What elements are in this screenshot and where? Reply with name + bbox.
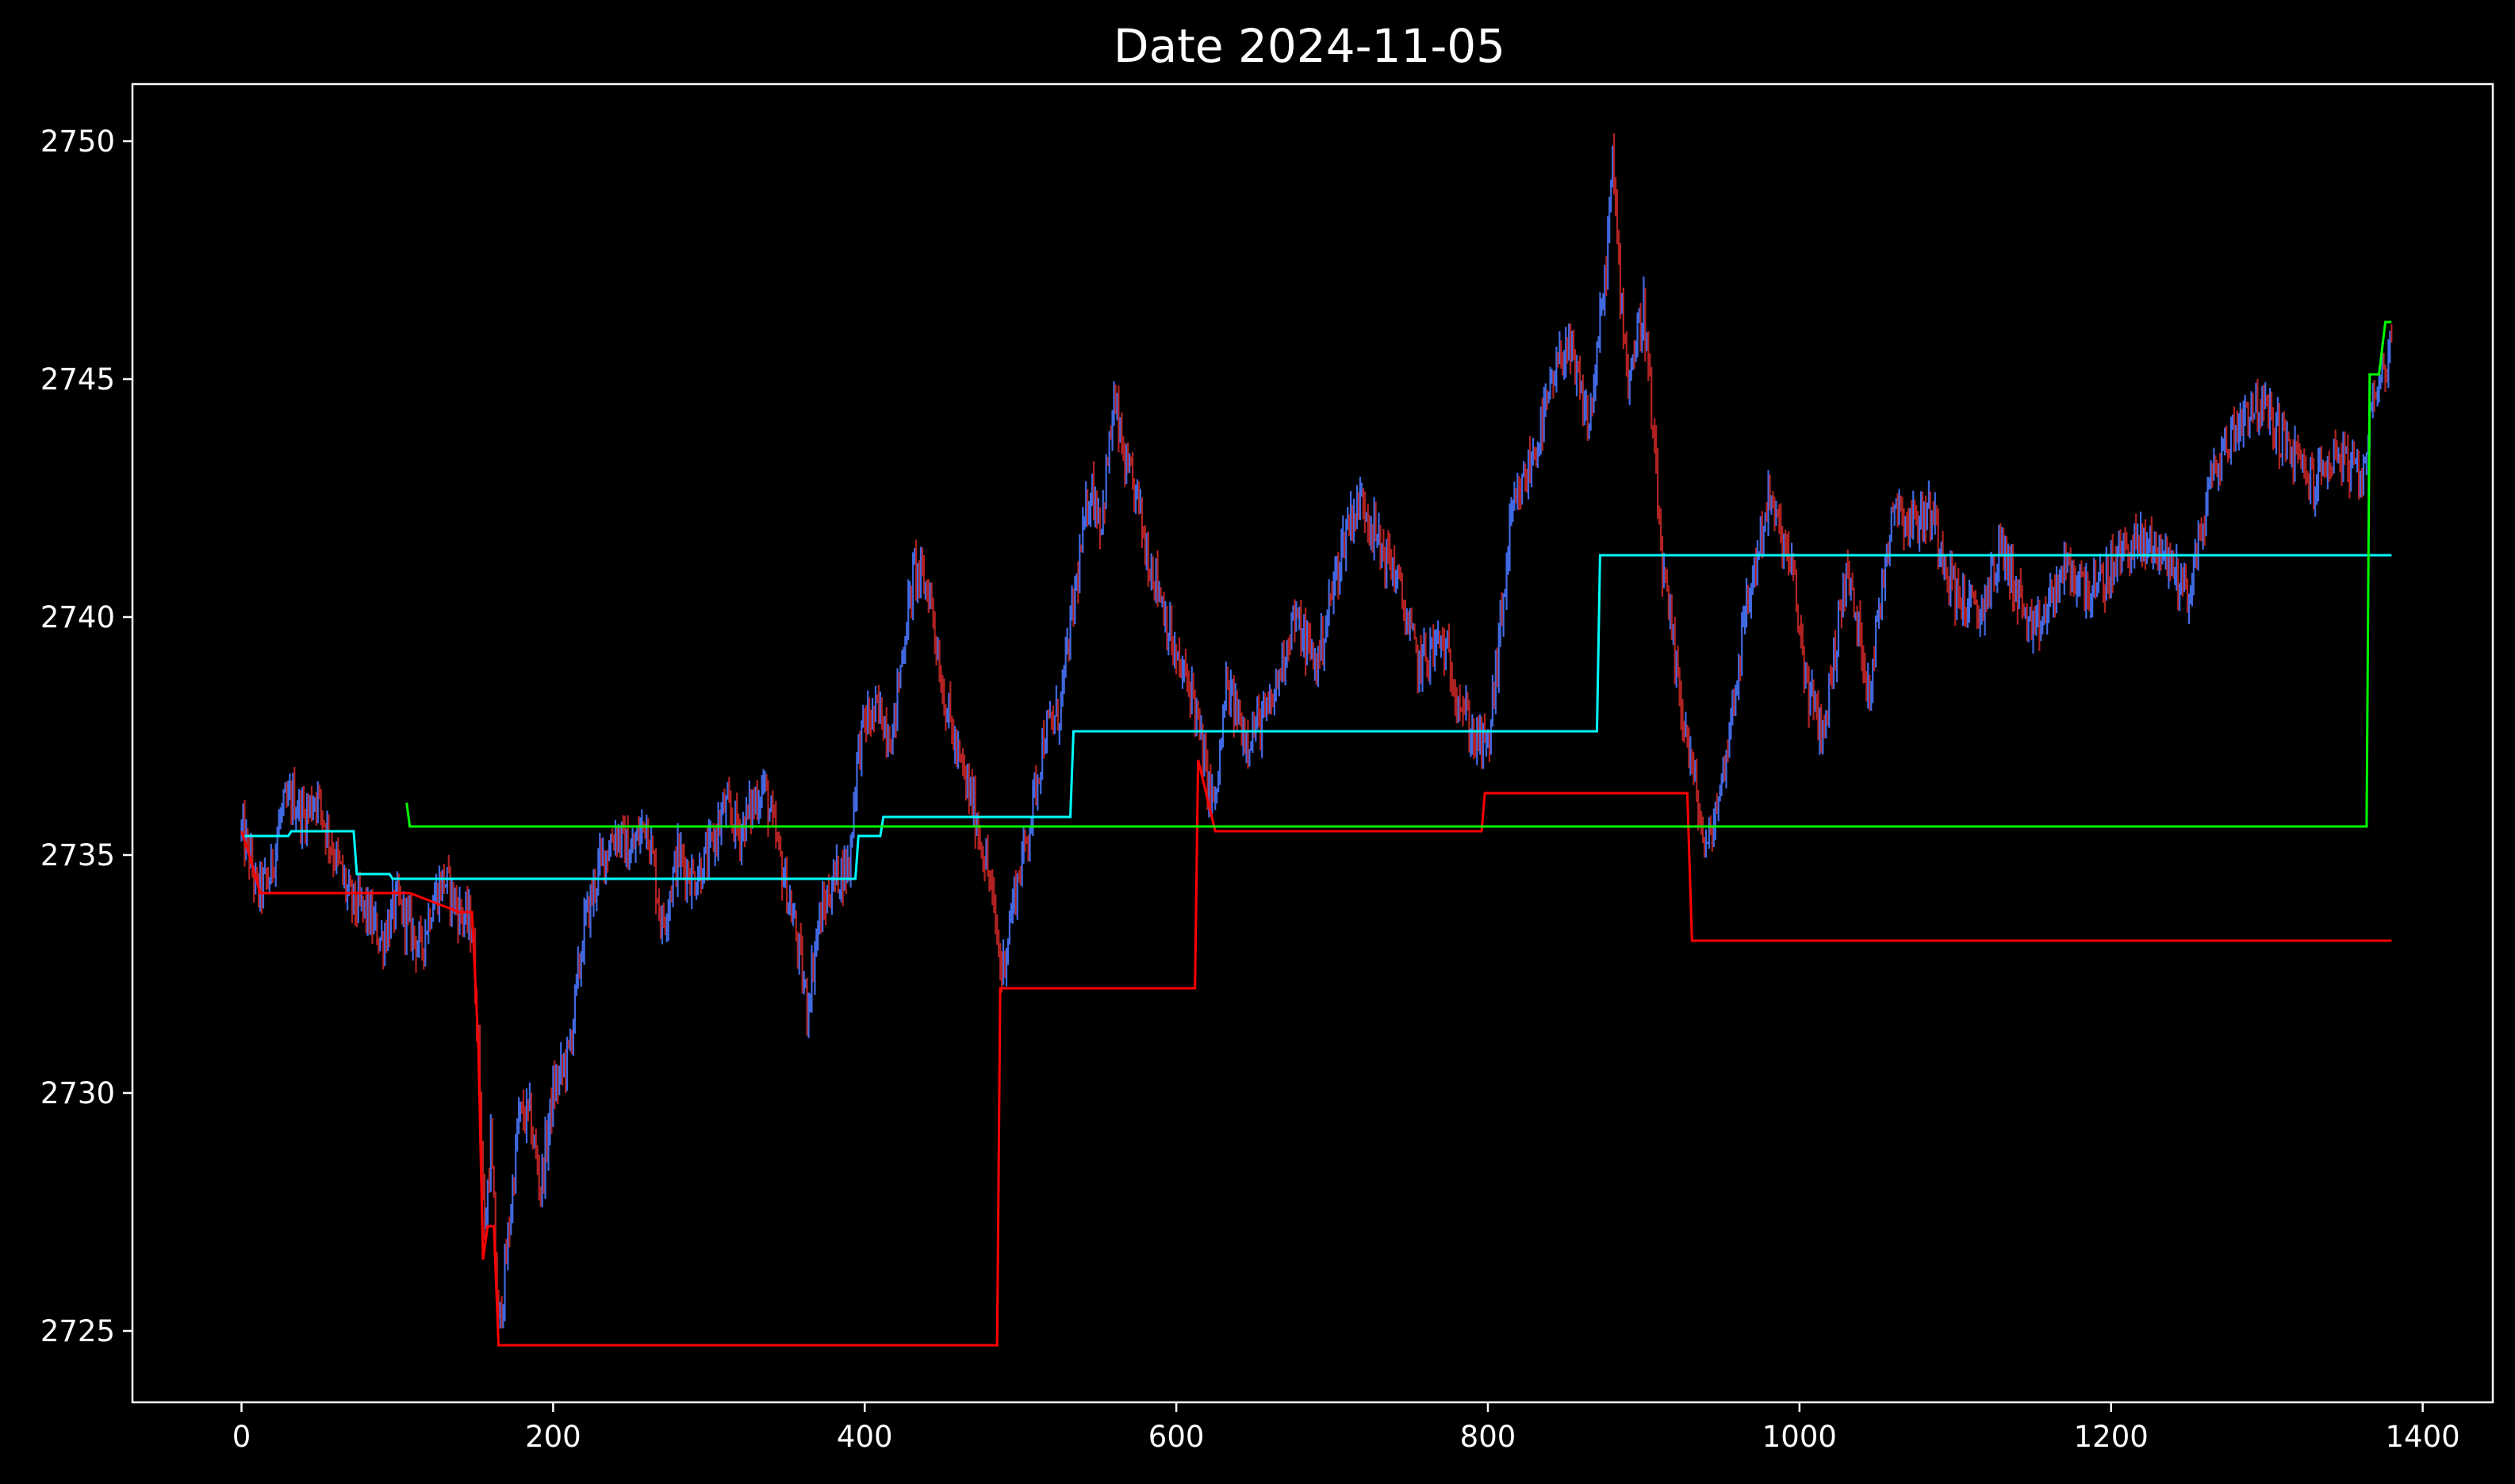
x-tick-label: 600 — [1148, 1420, 1205, 1454]
x-tick-label: 200 — [525, 1420, 581, 1454]
cyan-level-line — [244, 554, 2392, 880]
x-tick-label: 1200 — [2074, 1420, 2149, 1454]
x-tick-label: 1400 — [2386, 1420, 2460, 1454]
y-tick-label: 2750 — [40, 125, 115, 159]
y-tick-label: 2740 — [40, 600, 115, 635]
y-tick-label: 2735 — [40, 838, 115, 872]
y-tick-label: 2745 — [40, 362, 115, 397]
green-level-line — [405, 320, 2392, 828]
axes-frame — [131, 82, 2494, 1404]
y-tick-label: 2725 — [40, 1314, 115, 1348]
plot-area — [240, 133, 2393, 1347]
chart-title: Date 2024-11-05 — [1114, 19, 1505, 73]
x-tick-label: 0 — [232, 1420, 251, 1454]
red-level-line — [240, 759, 2392, 1347]
y-axis: 2725 2730 2735 2740 2745 2750 — [40, 125, 132, 1348]
x-tick-label: 1000 — [1762, 1420, 1837, 1454]
x-axis: 0 200 400 600 800 1000 1200 1400 — [232, 1402, 2460, 1454]
y-tick-label: 2730 — [40, 1076, 115, 1110]
x-tick-label: 800 — [1460, 1420, 1516, 1454]
x-tick-label: 400 — [837, 1420, 893, 1454]
